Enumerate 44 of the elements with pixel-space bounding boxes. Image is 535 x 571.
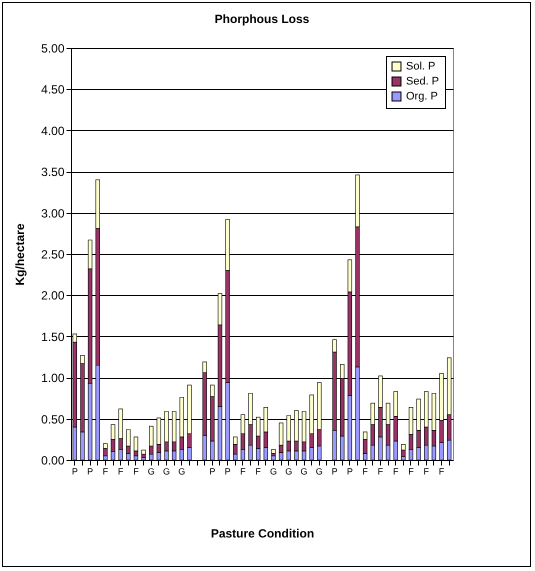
x-tick-label: G [148,466,155,476]
x-tick-label: F [408,466,414,476]
x-tick-label: G [300,466,308,476]
bar [141,454,146,458]
y-tick-label: 4.50 [41,82,65,97]
x-tick-label: G [285,466,292,476]
x-tick-label: F [392,466,399,476]
y-tick-label: 0.50 [41,412,65,426]
y-tick-label: 3.50 [41,165,65,180]
x-tick-label: F [102,466,109,476]
y-tick-label: 5.00 [41,42,65,56]
bar [271,448,276,454]
y-tick-label: 0.00 [41,454,65,468]
x-tick-label: F [133,466,140,476]
x-tick-label: F [255,466,262,476]
x-tick-label: G [162,466,170,476]
x-tick-label: F [438,466,445,476]
x-tick-label: G [316,466,323,476]
y-tick-label: 2.00 [41,288,65,303]
y-tick-label: 3.00 [41,206,65,220]
y-axis-title: Kg/hectare [13,223,28,286]
legend-label: Org. P [406,90,438,102]
x-tick-label: F [378,466,384,476]
y-tick-label: 4.00 [41,124,65,138]
x-tick-label: F [424,466,430,476]
chart-title: Phorphous Loss [214,12,310,26]
x-tick-label: P [209,466,216,476]
x-tick-label: P [72,466,78,476]
x-tick-label: F [362,466,368,476]
legend-label: Sed. P [406,76,440,88]
x-tick-label: G [178,466,186,476]
legend-label: Sol. P [406,60,436,72]
x-tick-label: F [240,466,246,476]
y-tick-label: 2.50 [41,248,65,262]
x-tick-label: F [118,466,124,476]
x-tick-label: P [332,466,338,476]
y-tick-label: 1.50 [41,330,65,344]
x-tick-label: P [224,466,231,476]
y-tick-label: 1.00 [41,371,65,386]
bar [141,450,146,455]
x-tick-label: G [270,466,277,476]
x-tick-label: P [346,466,353,476]
x-tick-label: P [87,466,94,476]
x-axis-title: Pasture Condition [210,526,314,540]
